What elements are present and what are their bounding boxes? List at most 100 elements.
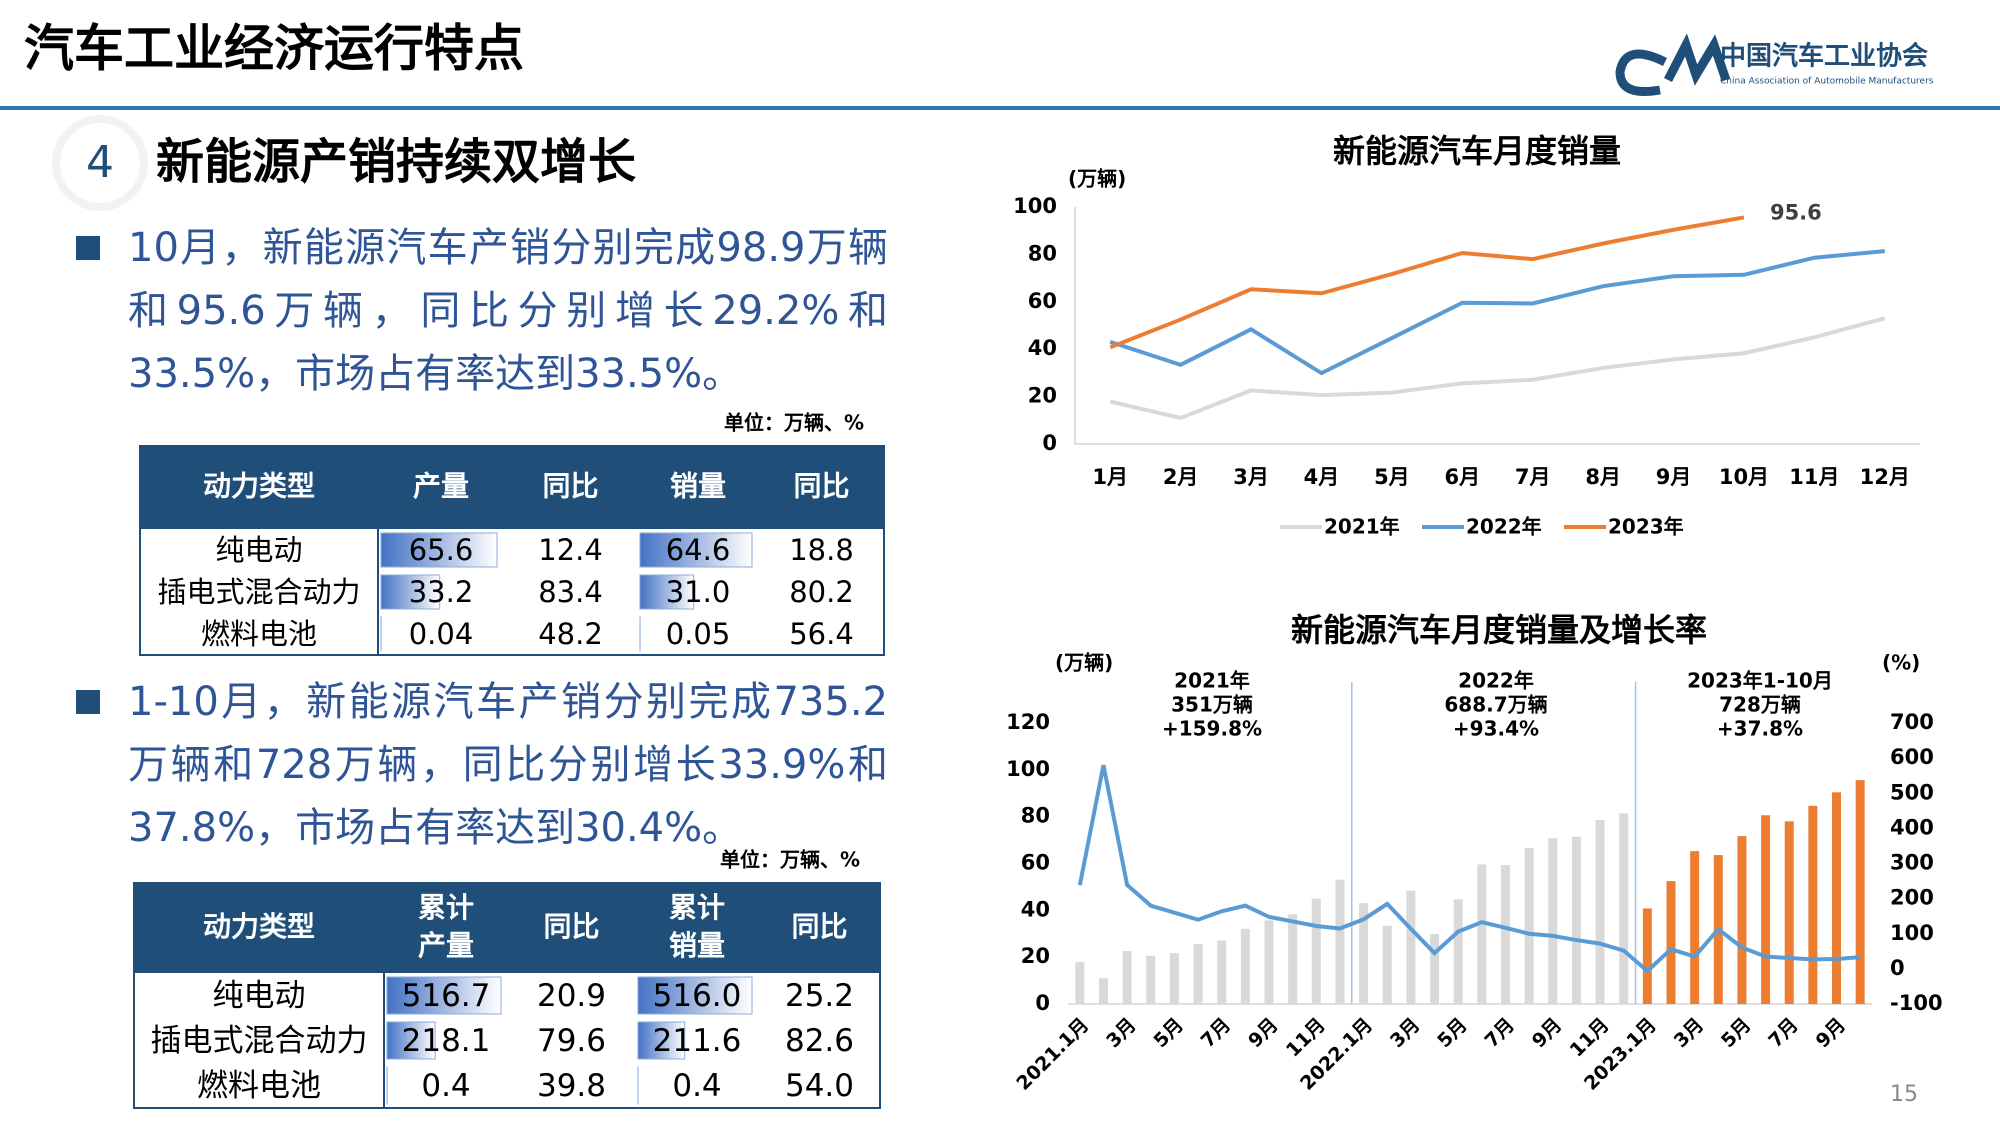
table-header: 同比: [543, 910, 599, 943]
y-tick-label: 40: [1021, 897, 1050, 921]
chart-title: 新能源汽车月度销量及增长率: [1291, 611, 1707, 649]
table-header: 同比: [542, 470, 598, 503]
table-cell: 20.9: [537, 978, 606, 1014]
growth-line: [1077, 764, 1861, 974]
table-cell: 0.4: [672, 1068, 721, 1104]
x-tick-label: 9月: [1244, 1014, 1282, 1052]
x-tick-label: 2021.1月: [1012, 1014, 1093, 1095]
bar: [1761, 815, 1771, 1004]
annotation: +37.8%: [1717, 717, 1803, 741]
bar: [1382, 925, 1392, 1004]
y2-axis-label: (%): [1882, 651, 1920, 675]
logo-en: China Association of Automobile Manufact…: [1720, 77, 1934, 87]
table-header: 动力类型: [203, 910, 315, 943]
bar: [1619, 813, 1629, 1004]
logo-cn: 中国汽车工业协会: [1720, 41, 1928, 72]
bar: [1832, 792, 1842, 1004]
x-tick-label: 5月: [1433, 1014, 1471, 1052]
data-bar: [380, 532, 498, 568]
x-tick-label: 6月: [1444, 465, 1480, 489]
table-frame: [133, 882, 881, 1109]
table-cell: 12.4: [538, 533, 603, 567]
table-cell: 516.7: [402, 978, 491, 1014]
x-tick-label: 8月: [1585, 465, 1621, 489]
table-header: 同比: [793, 470, 849, 503]
y-tick-label: 0: [1042, 431, 1057, 455]
bullet-marker: [76, 236, 100, 260]
table-cell: 31.0: [666, 575, 731, 609]
logo-mark: [1615, 33, 1731, 96]
legend-label: 2021年: [1324, 515, 1400, 539]
table-cell: 纯电动: [215, 533, 302, 567]
table-cell: 64.6: [666, 533, 731, 567]
x-tick-label: 3月: [1102, 1014, 1140, 1052]
table-frame: [139, 445, 885, 656]
bullet-marker: [76, 690, 100, 714]
table-cell: 插电式混合动力: [151, 1023, 368, 1059]
annotation: 728万辆: [1719, 693, 1801, 717]
title-rule: [0, 106, 2000, 110]
table-header: 产量: [418, 929, 474, 962]
table-cell: 燃料电池: [197, 1068, 321, 1104]
section-title: 新能源产销持续双增长: [156, 134, 636, 190]
x-tick-label: 1月: [1092, 465, 1128, 489]
bar: [1193, 944, 1203, 1004]
y-tick-label: 20: [1028, 384, 1057, 408]
annotation: +93.4%: [1453, 717, 1539, 741]
page-number: 15: [1890, 1082, 1918, 1107]
table-unit: 单位：万辆、%: [720, 848, 860, 872]
bar: [1737, 836, 1747, 1004]
table-header: 产量: [413, 470, 469, 503]
y-tick-label: 60: [1021, 851, 1050, 875]
y-tick-label: 20: [1021, 944, 1050, 968]
x-tick-label: 10月: [1719, 465, 1769, 489]
legend-label: 2022年: [1466, 515, 1542, 539]
annotation: 688.7万辆: [1444, 693, 1547, 717]
table-cell: 燃料电池: [201, 617, 317, 651]
bar: [1075, 962, 1085, 1004]
bar: [1500, 865, 1510, 1004]
bar: [1146, 955, 1156, 1004]
table-cell: 0.04: [409, 617, 474, 651]
x-tick-label: 11月: [1789, 465, 1839, 489]
bar: [1453, 899, 1463, 1004]
table-cell: 82.6: [785, 1023, 854, 1059]
annotation: +159.8%: [1162, 717, 1262, 741]
bar: [1359, 903, 1369, 1004]
data-bar: [386, 1021, 436, 1060]
y2-tick-label: 200: [1890, 886, 1934, 910]
bar: [1595, 819, 1605, 1004]
annotation: 351万辆: [1171, 693, 1253, 717]
bar: [1430, 933, 1440, 1004]
bar: [1311, 898, 1321, 1004]
annotation: 2021年: [1174, 669, 1250, 693]
table-cell: 211.6: [653, 1023, 742, 1059]
x-tick-label: 7月: [1515, 465, 1551, 489]
bullet-text: 1-10月，新能源汽车产销分别完成735.2万辆和728万辆，同比分别增长33.…: [128, 679, 888, 851]
table-cell: 80.2: [789, 575, 854, 609]
bar: [1784, 821, 1794, 1004]
legend-label: 2023年: [1608, 515, 1684, 539]
x-tick-label: 2月: [1163, 465, 1199, 489]
bar: [1571, 836, 1581, 1004]
data-label: 95.6: [1770, 200, 1822, 224]
bar: [1169, 953, 1179, 1004]
bar: [1642, 908, 1652, 1004]
y-axis-label: (万辆): [1055, 651, 1113, 675]
table-cell: 48.2: [538, 617, 603, 651]
table-cell: 33.2: [409, 575, 474, 609]
x-tick-label: 9月: [1528, 1014, 1566, 1052]
table-cell: 25.2: [785, 978, 854, 1014]
table-header: 同比: [791, 910, 847, 943]
x-tick-label: 5月: [1149, 1014, 1187, 1052]
y2-tick-label: 0: [1890, 956, 1905, 980]
table-cell: 39.8: [537, 1068, 606, 1104]
data-bar: [380, 574, 441, 610]
x-tick-label: 9月: [1656, 465, 1692, 489]
x-tick-label: 3月: [1386, 1014, 1424, 1052]
x-tick-label: 7月: [1481, 1014, 1519, 1052]
x-tick-label: 5月: [1717, 1014, 1755, 1052]
table-cell: 79.6: [537, 1023, 606, 1059]
